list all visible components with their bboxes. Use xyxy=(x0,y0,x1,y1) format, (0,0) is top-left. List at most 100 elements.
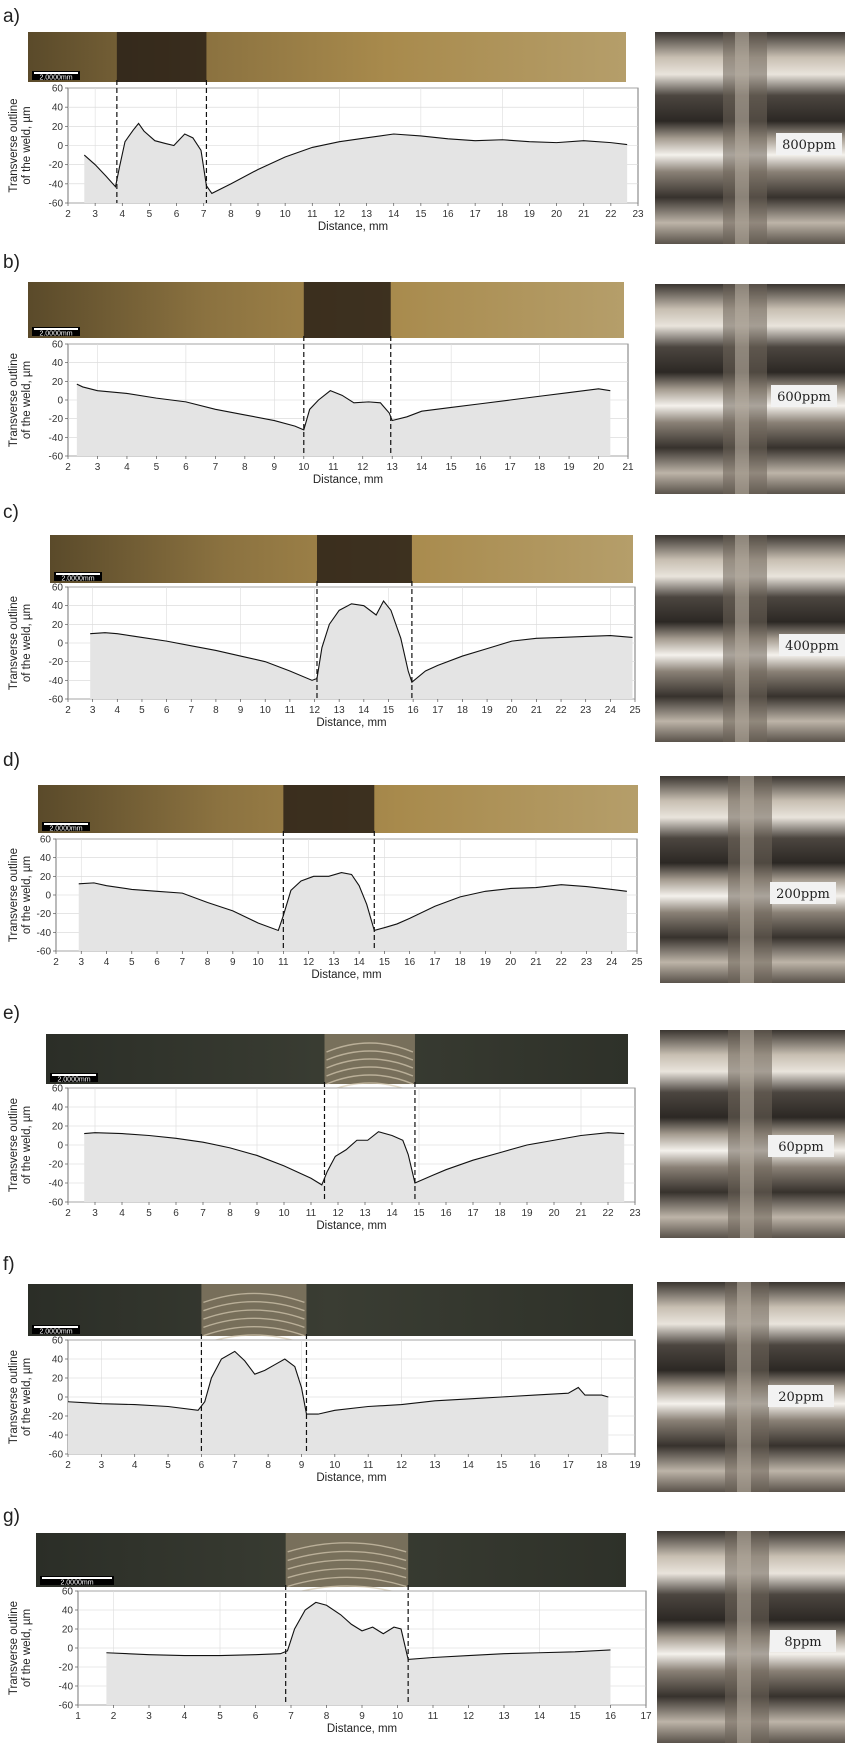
x-tick-label: 16 xyxy=(408,705,420,716)
weld-photo: 60ppm xyxy=(660,1030,845,1238)
x-tick-label: 9 xyxy=(272,462,278,473)
y-axis-title-line2: of the weld, µm xyxy=(21,1106,33,1184)
x-tick-label: 25 xyxy=(629,705,641,716)
scalebar-line xyxy=(52,1074,96,1076)
profile-line xyxy=(76,383,611,431)
x-tick-label: 22 xyxy=(602,1208,614,1219)
x-tick-label: 23 xyxy=(629,1208,641,1219)
x-tick-label: 7 xyxy=(288,1711,294,1722)
weld-ripple xyxy=(287,1559,407,1570)
x-tick-label: 8 xyxy=(205,957,211,968)
x-tick-label: 2 xyxy=(65,1208,71,1219)
ppm-label: 800ppm xyxy=(782,138,836,153)
y-axis-title: Transverse outlineof the weld, µm xyxy=(8,848,33,942)
y-tick-label: 0 xyxy=(45,891,51,902)
x-tick-label: 4 xyxy=(104,957,110,968)
scalebar-line xyxy=(42,1577,112,1579)
x-tick-label: 4 xyxy=(115,705,121,716)
x-tick-label: 16 xyxy=(442,209,454,220)
x-tick-label: 2 xyxy=(65,462,71,473)
x-tick-label: 13 xyxy=(498,1711,510,1722)
x-tick-label: 7 xyxy=(180,957,186,968)
y-tick-label: -20 xyxy=(49,657,64,668)
x-tick-label: 14 xyxy=(354,957,366,968)
y-tick-label: -40 xyxy=(49,676,64,687)
x-tick-label: 12 xyxy=(357,462,369,473)
x-tick-label: 10 xyxy=(253,957,265,968)
x-tick-label: 16 xyxy=(605,1711,617,1722)
x-tick-label: 21 xyxy=(578,209,590,220)
panel-label: b) xyxy=(3,252,20,273)
scalebar-line xyxy=(44,823,88,825)
profile-area xyxy=(106,1602,611,1705)
y-axis-title: Transverse outlineof the weld, µm xyxy=(8,596,33,690)
x-tick-label: 17 xyxy=(432,705,444,716)
strip-weld-zone xyxy=(303,282,391,338)
x-tick-label: 18 xyxy=(455,957,467,968)
y-tick-label: 40 xyxy=(52,601,64,612)
y-tick-label: 0 xyxy=(57,1393,63,1404)
profile-area xyxy=(76,384,611,456)
x-tick-label: 21 xyxy=(530,957,542,968)
x-tick-label: 9 xyxy=(254,1208,260,1219)
x-tick-label: 11 xyxy=(278,957,289,968)
ppm-label: 400ppm xyxy=(785,639,839,654)
micrograph-strip: 2.0000mm xyxy=(28,32,626,82)
y-tick-label: -20 xyxy=(59,1663,74,1674)
x-tick-label: 7 xyxy=(232,1460,238,1471)
y-tick-label: 60 xyxy=(52,583,64,594)
y-axis-title-line1: Transverse outline xyxy=(8,1601,20,1695)
strip-weld-zone xyxy=(283,785,375,833)
weld-ripple xyxy=(203,1292,305,1304)
ppm-label: 200ppm xyxy=(776,887,830,902)
y-tick-label: 20 xyxy=(52,122,64,133)
x-tick-label: 10 xyxy=(392,1711,404,1722)
x-tick-label: 20 xyxy=(593,462,605,473)
x-tick-label: 17 xyxy=(470,209,482,220)
x-tick-label: 15 xyxy=(415,209,427,220)
x-axis-title: Distance, mm xyxy=(311,969,381,981)
photo-weld-bead xyxy=(740,1030,754,1238)
x-tick-label: 24 xyxy=(606,957,618,968)
y-tick-label: 20 xyxy=(52,377,64,388)
y-axis-title: Transverse outlineof the weld, µm xyxy=(8,1350,33,1444)
x-tick-label: 7 xyxy=(201,209,207,220)
panel-label: a) xyxy=(3,6,20,27)
x-axis-title: Distance, mm xyxy=(316,1220,386,1232)
y-tick-label: 40 xyxy=(52,1103,64,1114)
x-tick-label: 19 xyxy=(629,1460,641,1471)
profile-line xyxy=(106,1601,611,1660)
y-tick-label: 60 xyxy=(40,835,52,846)
ppm-label: 8ppm xyxy=(784,1635,821,1650)
photo-weld-bead xyxy=(735,535,749,742)
x-tick-label: 5 xyxy=(217,1711,223,1722)
strip-background xyxy=(28,1284,633,1336)
x-tick-label: 5 xyxy=(139,705,145,716)
x-tick-label: 19 xyxy=(563,462,575,473)
x-tick-label: 20 xyxy=(551,209,563,220)
weld-ripple xyxy=(287,1568,407,1579)
x-tick-label: 15 xyxy=(446,462,458,473)
profile-line xyxy=(83,122,628,195)
photo-weld-bead xyxy=(735,32,749,244)
x-tick-label: 23 xyxy=(581,957,593,968)
scalebar-box xyxy=(50,1073,98,1082)
x-tick-label: 6 xyxy=(164,705,170,716)
y-tick-label: -40 xyxy=(49,433,64,444)
weld-ripple xyxy=(326,1074,414,1085)
x-tick-label: 2 xyxy=(111,1711,117,1722)
x-axis-title: Distance, mm xyxy=(327,1723,397,1735)
y-tick-label: -20 xyxy=(49,1160,64,1171)
y-tick-label: -40 xyxy=(37,928,52,939)
photo-weld-bead xyxy=(740,776,754,983)
y-axis-title: Transverse outlineof the weld, µm xyxy=(8,1601,33,1695)
x-tick-label: 18 xyxy=(494,1208,506,1219)
x-tick-label: 6 xyxy=(199,1460,205,1471)
x-tick-label: 14 xyxy=(388,209,400,220)
y-axis-title: Transverse outlineof the weld, µm xyxy=(8,353,33,447)
y-axis-title-line1: Transverse outline xyxy=(8,1350,20,1444)
weld-photo: 200ppm xyxy=(660,776,845,983)
y-tick-label: 0 xyxy=(57,396,63,407)
x-tick-label: 3 xyxy=(78,957,84,968)
